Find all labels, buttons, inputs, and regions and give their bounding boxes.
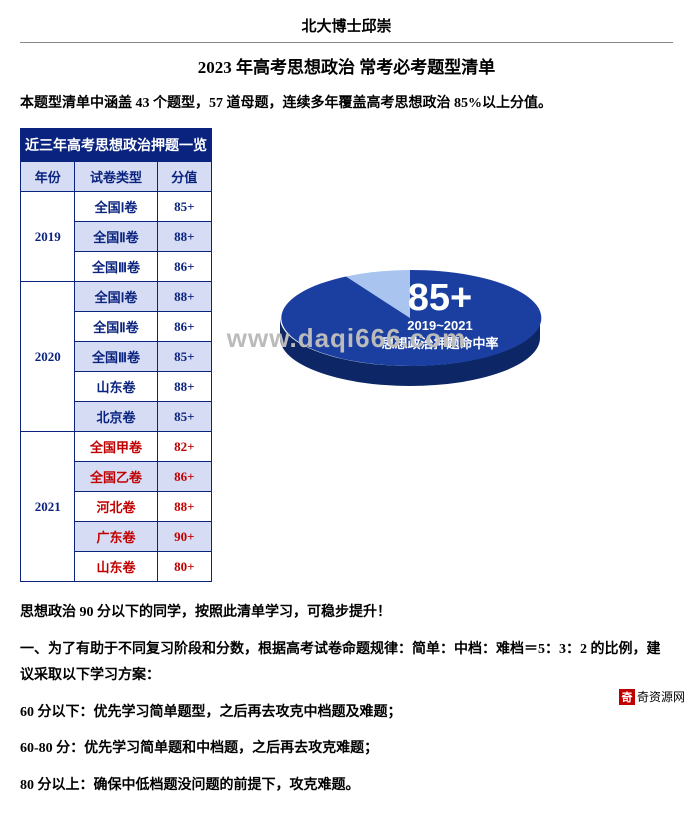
paper-cell: 全国Ⅲ卷 <box>75 252 157 282</box>
paper-cell: 全国Ⅰ卷 <box>75 192 157 222</box>
paper-cell: 全国Ⅱ卷 <box>75 312 157 342</box>
score-cell: 88+ <box>157 222 211 252</box>
paper-cell: 山东卷 <box>75 552 157 582</box>
logo-icon: 奇 <box>619 689 635 705</box>
paper-cell: 全国Ⅱ卷 <box>75 222 157 252</box>
author-name: 北大博士邱崇 <box>20 15 673 43</box>
paper-cell: 河北卷 <box>75 492 157 522</box>
chart-wrap: 85+ 2019~2021 思想政治押题命中率 <box>232 128 673 548</box>
score-cell: 86+ <box>157 252 211 282</box>
pie-big-label: 85+ <box>408 277 472 319</box>
score-cell: 85+ <box>157 192 211 222</box>
year-cell: 2021 <box>21 432 75 582</box>
score-table-wrap: 近三年高考思想政治押题一览 年份 试卷类型 分值 2019全国Ⅰ卷85+全国Ⅱ卷… <box>20 128 212 582</box>
table-row: 2021全国甲卷82+ <box>21 432 212 462</box>
paper-cell: 山东卷 <box>75 372 157 402</box>
body-text: 思想政治 90 分以下的同学，按照此清单学习，可稳步提升！ 一、为了有助于不同复… <box>20 600 673 800</box>
paper-cell: 全国Ⅲ卷 <box>75 342 157 372</box>
col-score: 分值 <box>157 162 211 192</box>
pie-caption: 思想政治押题命中率 <box>381 336 498 351</box>
intro-text: 本题型清单中涵盖 43 个题型，57 道母题，连续多年覆盖高考思想政治 85%以… <box>20 92 673 112</box>
page-title: 2023 年高考思想政治 常考必考题型清单 <box>20 53 673 78</box>
score-cell: 88+ <box>157 372 211 402</box>
body-p5: 80 分以上：确保中低档题没问题的前提下，攻克难题。 <box>20 773 673 800</box>
site-logo: 奇 奇资源网 <box>619 688 685 705</box>
pie-year-range: 2019~2021 <box>407 318 472 333</box>
score-cell: 82+ <box>157 432 211 462</box>
body-p4: 60-80 分：优先学习简单题和中档题，之后再去攻克难题； <box>20 736 673 763</box>
body-p3: 60 分以下：优先学习简单题型，之后再去攻克中档题及难题； <box>20 700 673 727</box>
score-cell: 85+ <box>157 402 211 432</box>
score-cell: 80+ <box>157 552 211 582</box>
score-cell: 88+ <box>157 282 211 312</box>
mid-section: 近三年高考思想政治押题一览 年份 试卷类型 分值 2019全国Ⅰ卷85+全国Ⅱ卷… <box>20 128 673 582</box>
pie-chart: 85+ 2019~2021 思想政治押题命中率 <box>250 238 560 418</box>
score-cell: 90+ <box>157 522 211 552</box>
score-cell: 86+ <box>157 312 211 342</box>
year-cell: 2019 <box>21 192 75 282</box>
paper-cell: 全国甲卷 <box>75 432 157 462</box>
score-cell: 85+ <box>157 342 211 372</box>
paper-cell: 全国Ⅰ卷 <box>75 282 157 312</box>
table-row: 2019全国Ⅰ卷85+ <box>21 192 212 222</box>
logo-text: 奇资源网 <box>637 688 685 705</box>
paper-cell: 全国乙卷 <box>75 462 157 492</box>
score-table: 近三年高考思想政治押题一览 年份 试卷类型 分值 2019全国Ⅰ卷85+全国Ⅱ卷… <box>20 128 212 582</box>
paper-cell: 北京卷 <box>75 402 157 432</box>
score-cell: 88+ <box>157 492 211 522</box>
table-header: 近三年高考思想政治押题一览 <box>21 129 212 162</box>
paper-cell: 广东卷 <box>75 522 157 552</box>
body-p1: 思想政治 90 分以下的同学，按照此清单学习，可稳步提升！ <box>20 600 673 627</box>
table-row: 2020全国Ⅰ卷88+ <box>21 282 212 312</box>
year-cell: 2020 <box>21 282 75 432</box>
body-p2: 一、为了有助于不同复习阶段和分数，根据高考试卷命题规律：简单：中档：难档＝5：3… <box>20 637 673 690</box>
score-cell: 86+ <box>157 462 211 492</box>
col-paper: 试卷类型 <box>75 162 157 192</box>
col-year: 年份 <box>21 162 75 192</box>
